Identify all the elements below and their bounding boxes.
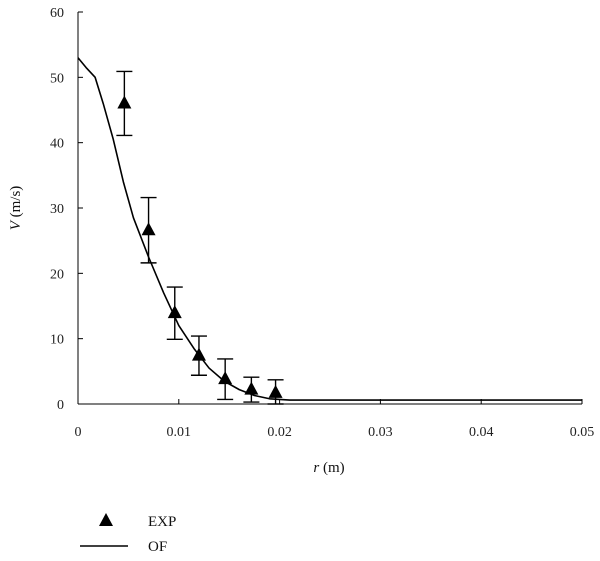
of-line <box>77 57 582 401</box>
y-tick-label: 30 <box>50 202 64 217</box>
x-axis-label: r (m) <box>313 460 344 476</box>
exp-data-point <box>190 335 207 376</box>
x-axis-label-var: r <box>313 460 319 476</box>
exp-data-point <box>267 379 284 405</box>
y-tick-label: 20 <box>50 267 64 282</box>
x-tick-label: 0.05 <box>570 425 595 440</box>
exp-triangle-marker <box>167 305 182 319</box>
series-exp <box>116 70 284 405</box>
y-ticks: 0 10 20 30 40 50 60 <box>50 6 83 413</box>
exp-triangle-marker <box>117 95 132 109</box>
y-axis-label-unit: (m/s) <box>8 186 24 221</box>
exp-data-point <box>243 376 260 403</box>
y-tick-label: 40 <box>50 137 64 152</box>
x-tick-label: 0.03 <box>368 425 393 440</box>
exp-data-point <box>116 70 133 137</box>
y-tick-label: 60 <box>50 6 64 21</box>
exp-triangle-marker <box>191 347 206 361</box>
exp-data-point <box>217 358 234 401</box>
x-tick-label: 0 <box>75 425 82 440</box>
y-tick-label: 0 <box>57 398 64 413</box>
exp-data-point <box>166 286 183 341</box>
exp-triangle-marker <box>141 222 156 236</box>
y-tick-label: 10 <box>50 333 64 348</box>
exp-triangle-marker <box>268 384 283 398</box>
legend-exp-marker <box>99 513 113 526</box>
y-axis-label: V (m/s) <box>8 186 24 231</box>
axes <box>77 12 582 405</box>
exp-triangle-marker <box>244 381 259 395</box>
x-tick-label: 0.04 <box>469 425 494 440</box>
x-tick-label: 0.01 <box>167 425 192 440</box>
legend-of-label: OF <box>148 539 167 555</box>
y-tick-label: 50 <box>50 71 64 86</box>
x-axis-label-unit: (m) <box>319 460 344 476</box>
legend: EXP OF <box>80 513 176 555</box>
legend-exp-label: EXP <box>148 514 176 530</box>
series-of <box>77 57 582 401</box>
x-ticks: 0 0.01 0.02 0.03 0.04 0.05 <box>75 399 595 440</box>
exp-triangle-marker <box>218 371 233 385</box>
exp-data-point <box>140 196 157 264</box>
x-tick-label: 0.02 <box>267 425 292 440</box>
y-axis-label-var: V <box>8 219 24 230</box>
